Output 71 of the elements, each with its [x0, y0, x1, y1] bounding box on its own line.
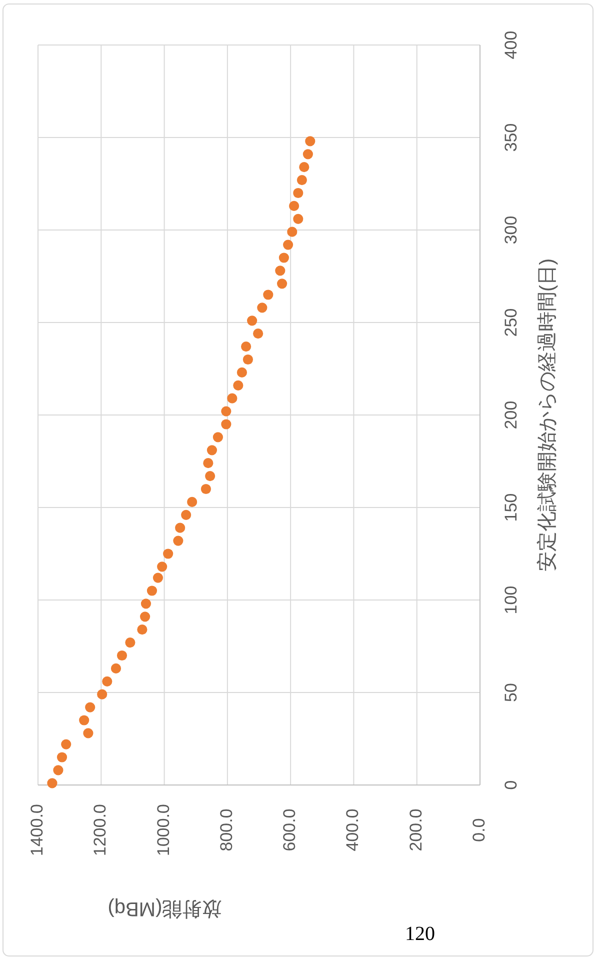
x-tick-label: 1400.0 — [27, 804, 46, 856]
x-tick-label: 800.0 — [216, 808, 236, 852]
point — [181, 510, 192, 520]
point — [152, 572, 164, 583]
point — [206, 445, 218, 456]
point — [137, 624, 148, 635]
point — [283, 240, 294, 250]
point — [79, 715, 90, 726]
point — [247, 316, 258, 326]
point — [140, 598, 152, 609]
y-tick-label: 100 — [501, 586, 520, 614]
point — [242, 354, 253, 365]
point — [221, 406, 232, 416]
point — [278, 252, 289, 263]
point — [293, 188, 304, 198]
point — [277, 278, 288, 289]
y-tick-label: 300 — [501, 216, 520, 244]
y-tick-label: 400 — [501, 30, 520, 60]
point — [83, 728, 94, 738]
y-tick-label: 150 — [501, 493, 520, 522]
point — [110, 663, 122, 674]
y-tick-label: 350 — [501, 123, 520, 152]
point — [236, 367, 247, 378]
point — [85, 702, 96, 712]
x-tick-label: 0.0 — [469, 818, 488, 842]
point — [53, 765, 64, 776]
point — [263, 290, 274, 300]
point — [212, 432, 224, 442]
point — [200, 484, 212, 494]
point — [116, 650, 128, 661]
point — [257, 302, 268, 313]
point — [241, 342, 252, 352]
point — [227, 393, 238, 404]
point — [157, 562, 168, 572]
point — [275, 266, 286, 276]
point — [56, 752, 68, 762]
point — [102, 676, 112, 686]
y-tick-label: 50 — [501, 683, 520, 702]
point — [296, 175, 307, 186]
point — [146, 586, 158, 596]
x-axis-title: 放射能(MBq) — [108, 898, 222, 920]
point — [47, 778, 58, 788]
point — [293, 214, 304, 224]
y-tick-label: 0 — [501, 780, 520, 790]
point — [173, 536, 184, 546]
point — [221, 419, 232, 430]
point — [302, 149, 313, 160]
point — [163, 548, 174, 559]
point — [175, 522, 186, 533]
text: 120 — [405, 923, 435, 945]
point — [287, 226, 298, 237]
x-tick-label: 600.0 — [280, 808, 300, 852]
point — [140, 612, 150, 622]
point — [203, 458, 214, 468]
point — [305, 136, 316, 146]
point — [61, 739, 72, 750]
point — [205, 471, 216, 482]
y-tick-label: 200 — [501, 400, 520, 430]
point — [289, 200, 300, 211]
x-tick-label: 200.0 — [406, 808, 426, 852]
y-axis-title: 安定化試験開始からの経過時間(日) — [536, 258, 558, 572]
point — [187, 496, 198, 507]
point — [299, 162, 310, 172]
point — [125, 638, 136, 648]
y-tick-label: 250 — [501, 308, 520, 337]
x-tick-label: 1200.0 — [90, 804, 110, 856]
point — [97, 689, 108, 700]
point — [253, 328, 264, 339]
x-tick-label: 400.0 — [343, 808, 362, 852]
point — [233, 380, 244, 390]
x-tick-label: 1000.0 — [154, 804, 173, 856]
